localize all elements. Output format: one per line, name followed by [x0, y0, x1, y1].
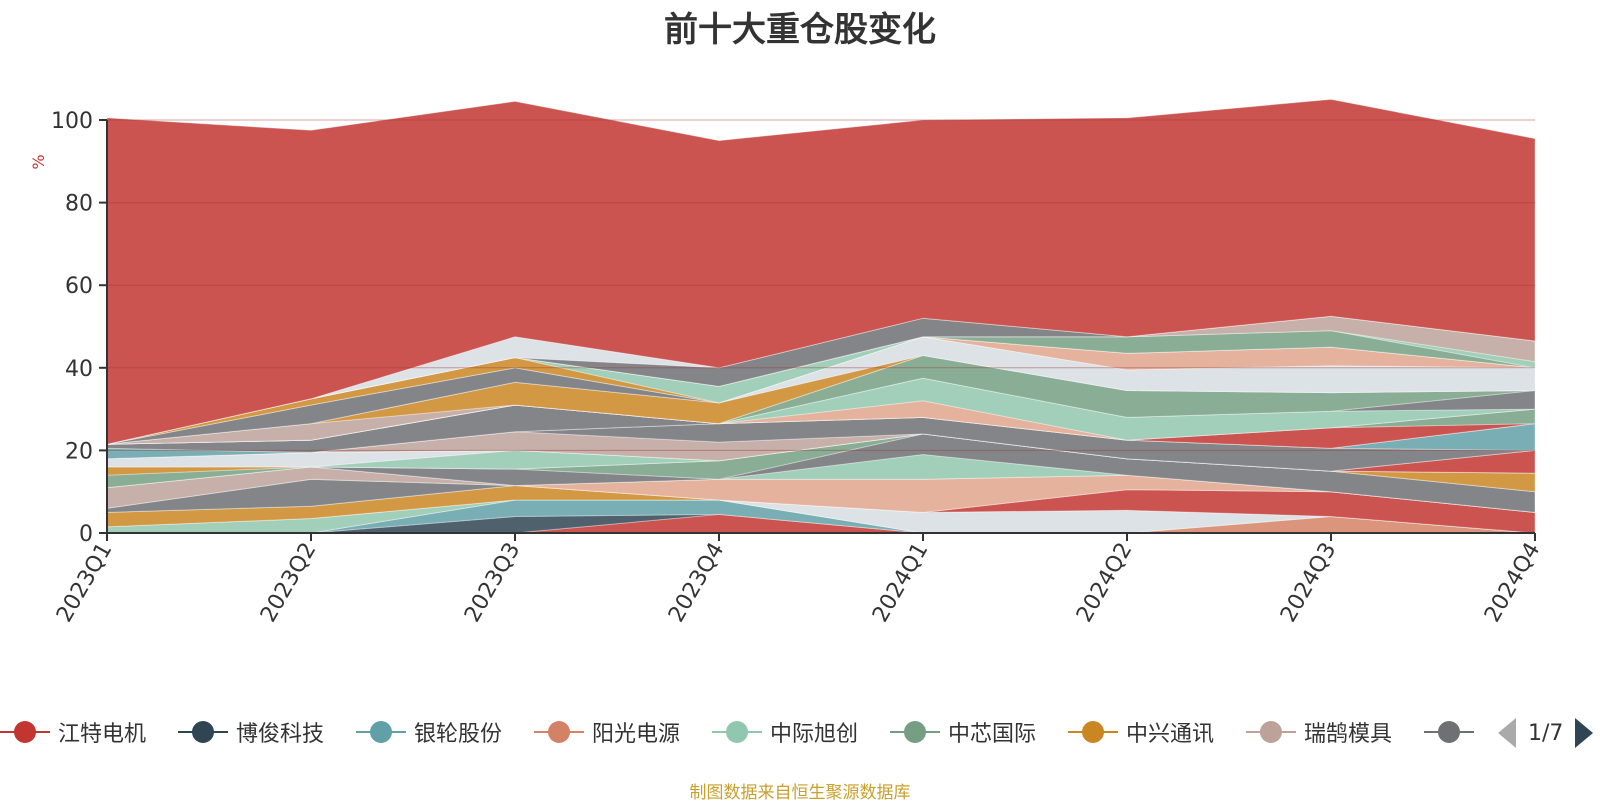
legend-pager: 1/7 — [1498, 716, 1594, 750]
legend-item[interactable]: 中兴通讯 — [1068, 712, 1214, 752]
y-tick-label: 0 — [79, 522, 93, 547]
legend: 江特电机 博俊科技 银轮股份 阳光电源 中际旭创 中芯国际 中兴通讯 瑞鹄模具 — [0, 712, 1480, 752]
x-tick-label: 2023Q4 — [664, 539, 729, 627]
legend-marker-icon — [356, 712, 406, 752]
legend-marker-icon — [1068, 712, 1118, 752]
y-tick-label: 20 — [65, 439, 93, 464]
x-tick-label: 2024Q4 — [1480, 539, 1545, 627]
legend-item[interactable]: 中际旭创 — [712, 712, 858, 752]
area-series-38[interactable] — [106, 315, 1536, 445]
legend-label: 银轮股份 — [414, 722, 503, 747]
legend-marker-icon — [534, 712, 584, 752]
legend-item[interactable]: 瑞鹄模具 — [1246, 712, 1392, 752]
legend-marker-icon — [0, 712, 50, 752]
area-series-37[interactable] — [106, 330, 1536, 445]
area-layers — [106, 98, 1536, 534]
y-tick-label: 80 — [65, 192, 93, 217]
legend-prev-page-icon[interactable] — [1498, 718, 1516, 748]
legend-item[interactable]: 博俊科技 — [178, 712, 324, 752]
legend-label: 阳光电源 — [592, 722, 681, 747]
legend-item[interactable] — [1424, 712, 1480, 752]
x-tick-label: 2023Q1 — [52, 539, 117, 627]
x-tick-label: 2024Q2 — [1072, 539, 1137, 627]
legend-item[interactable]: 中芯国际 — [890, 712, 1036, 752]
area-series-21[interactable] — [106, 416, 1536, 460]
y-axis-label: % — [29, 154, 48, 169]
area-series-31[interactable] — [106, 336, 1536, 445]
x-tick-label: 2024Q3 — [1276, 539, 1341, 627]
legend-next-page-icon[interactable] — [1575, 718, 1594, 748]
legend-label: 瑞鹄模具 — [1304, 722, 1393, 747]
x-tick-label: 2024Q1 — [868, 539, 933, 627]
y-tick-label: 60 — [65, 274, 93, 299]
y-tick-label: 40 — [65, 357, 93, 382]
data-source-note: 制图数据来自恒生聚源数据库 — [689, 783, 911, 803]
legend-label: 中际旭创 — [770, 722, 859, 747]
y-tick-label: 100 — [51, 109, 93, 134]
legend-label: 中芯国际 — [948, 722, 1037, 747]
legend-label: 江特电机 — [58, 722, 147, 747]
legend-marker-icon — [890, 712, 940, 752]
legend-item[interactable]: 银轮股份 — [356, 712, 502, 752]
legend-marker-icon — [178, 712, 228, 752]
grid-lines — [107, 119, 1535, 451]
legend-marker-icon — [1424, 712, 1474, 752]
chart-title: 前十大重仓股变化 — [664, 10, 936, 50]
legend-item[interactable]: 阳光电源 — [534, 712, 680, 752]
legend-item[interactable]: 江特电机 — [0, 712, 146, 752]
x-tick-label: 2023Q2 — [256, 539, 321, 627]
x-tick-label: 2023Q3 — [460, 539, 525, 627]
legend-marker-icon — [712, 712, 762, 752]
legend-label: 中兴通讯 — [1126, 722, 1215, 747]
stacked-area-chart: 0 20 40 60 80 100 2023Q1 2023Q2 2023Q3 2023Q4 2024… — [29, 98, 1545, 627]
legend-label: 博俊科技 — [236, 722, 325, 747]
legend-marker-icon — [1246, 712, 1296, 752]
area-series-41[interactable] — [106, 98, 1536, 445]
legend-page-indicator: 1/7 — [1528, 720, 1564, 746]
